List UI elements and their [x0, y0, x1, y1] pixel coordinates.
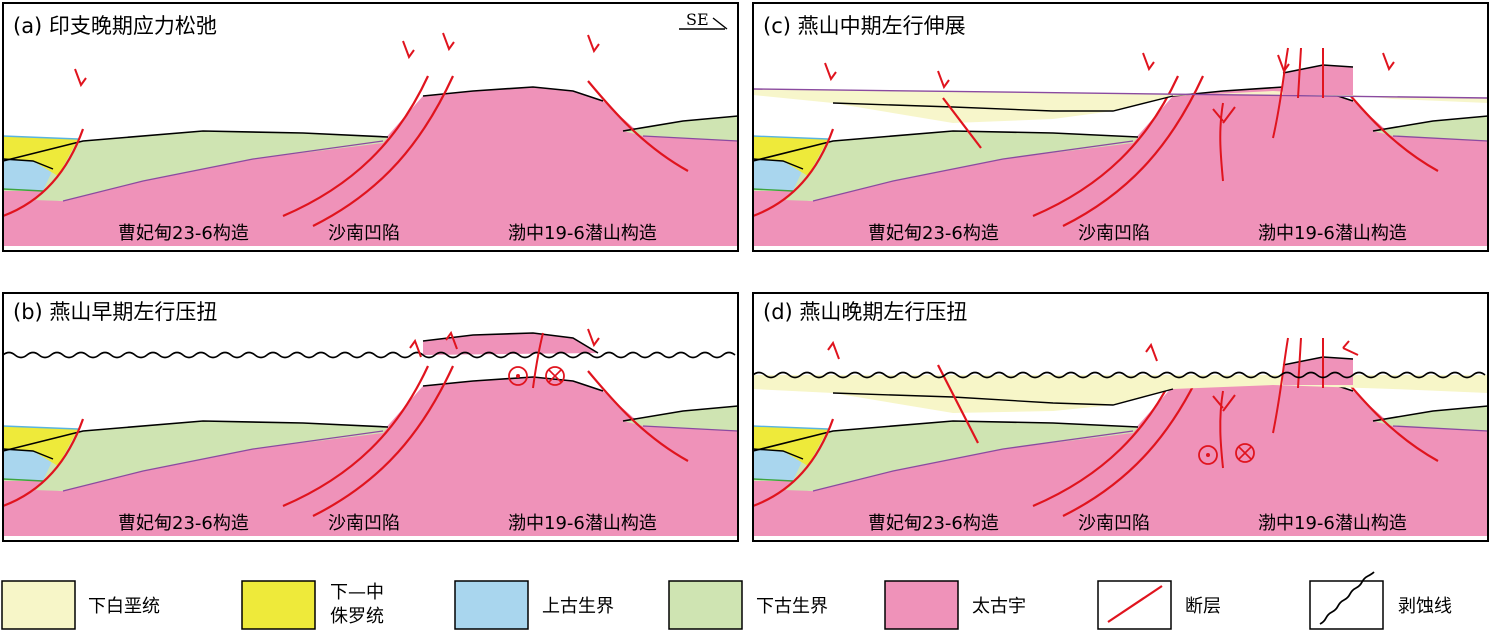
out-of-page-icon: [1198, 445, 1218, 465]
location-right-c: 渤中19-6潜山构造: [1258, 223, 1407, 244]
legend-swatch-erosion: [1309, 580, 1384, 630]
direction-label: SE: [686, 10, 709, 29]
location-middle-d: 沙南凹陷: [1078, 513, 1150, 534]
location-left-d: 曹妃甸23-6构造: [868, 513, 999, 534]
legend-swatch-lower-paleozoic: [668, 580, 743, 630]
location-right-a: 渤中19-6潜山构造: [508, 223, 657, 244]
legend-label-jurassic-1: 下—中: [330, 582, 384, 603]
legend-swatch-cretaceous: [1, 580, 76, 630]
legend-label-fault: 断层: [1185, 596, 1221, 617]
legend: 下白垩统 下—中 侏罗统 上古生界 下古生界 太古宇 断层 剥蚀线: [1, 571, 1452, 630]
location-right-b: 渤中19-6潜山构造: [508, 513, 657, 534]
panel-d: (d) 燕山晚期左行压扭 曹妃甸23-6构造 沙南凹陷 渤中19-6潜山构造: [751, 292, 1490, 542]
location-middle-a: 沙南凹陷: [328, 223, 400, 244]
legend-label-archean: 太古宇: [972, 596, 1026, 617]
legend-label-jurassic-2: 侏罗统: [330, 606, 384, 627]
location-middle-c: 沙南凹陷: [1078, 223, 1150, 244]
out-of-page-icon: [508, 366, 528, 386]
location-middle-b: 沙南凹陷: [328, 513, 400, 534]
legend-swatch-archean: [884, 580, 959, 630]
legend-label-cretaceous: 下白垩统: [88, 596, 160, 617]
panel-b: (b) 燕山早期左行压扭 曹妃甸23-6构造 沙南凹陷 渤中19-6潜山构造: [1, 292, 740, 542]
location-left-b: 曹妃甸23-6构造: [118, 513, 249, 534]
panel-a: (a) 印支晚期应力松弛 SE 曹妃甸23-6构造 沙南凹陷 渤中19-6潜山构…: [1, 2, 740, 252]
into-page-icon: [545, 366, 565, 386]
panel-title-d: (d) 燕山晚期左行压扭: [763, 300, 967, 324]
direction-arrow-icon: [679, 17, 728, 30]
legend-swatch-upper-paleozoic: [454, 580, 529, 630]
panel-title-c: (c) 燕山中期左行伸展: [763, 14, 966, 38]
legend-swatch-jurassic: [241, 580, 316, 630]
erosion-line-icon: [1319, 571, 1375, 625]
legend-label-upper-paleozoic: 上古生界: [542, 596, 614, 617]
into-page-icon: [1235, 443, 1255, 463]
panel-title-b: (b) 燕山早期左行压扭: [13, 300, 217, 324]
fault-line-icon: [1107, 585, 1163, 623]
location-right-d: 渤中19-6潜山构造: [1258, 513, 1407, 534]
location-left-c: 曹妃甸23-6构造: [868, 223, 999, 244]
legend-label-lower-paleozoic: 下古生界: [756, 596, 828, 617]
panel-title-a: (a) 印支晚期应力松弛: [13, 14, 217, 38]
panel-c: (c) 燕山中期左行伸展 曹妃甸23-6构造 沙南凹陷 渤中19-6潜山构造: [751, 2, 1490, 252]
legend-label-erosion: 剥蚀线: [1398, 596, 1452, 617]
location-left-a: 曹妃甸23-6构造: [118, 223, 249, 244]
